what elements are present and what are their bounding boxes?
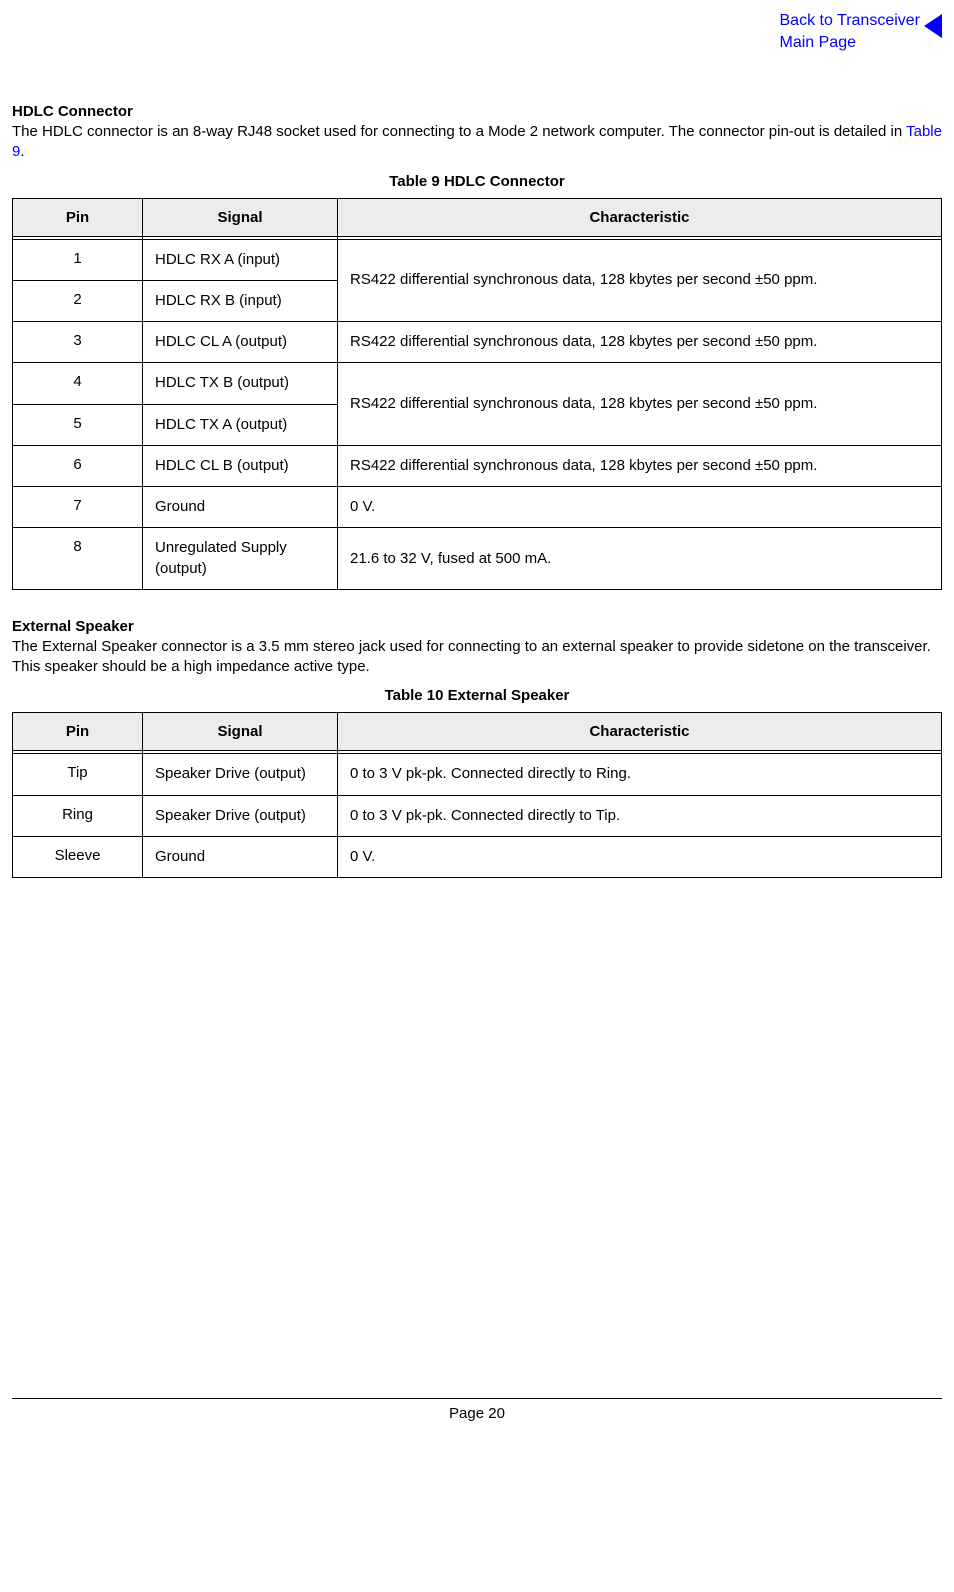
table-row: 6 HDLC CL B (output) RS422 differential … xyxy=(13,445,942,486)
cell-char: 21.6 to 32 V, fused at 500 mA. xyxy=(338,528,942,590)
cell-signal: HDLC TX B (output) xyxy=(143,363,338,404)
table-row: 3 HDLC CL A (output) RS422 differential … xyxy=(13,322,942,363)
cell-pin: 7 xyxy=(13,487,143,528)
cell-signal: HDLC CL B (output) xyxy=(143,445,338,486)
table-row: 8 Unregulated Supply (output) 21.6 to 32… xyxy=(13,528,942,590)
cell-pin: 4 xyxy=(13,363,143,404)
th-char: Characteristic xyxy=(338,713,942,751)
table-header-row: Pin Signal Characteristic xyxy=(13,713,942,751)
cell-pin: 3 xyxy=(13,322,143,363)
cell-signal: HDLC RX A (input) xyxy=(143,239,338,280)
table-row: Sleeve Ground 0 V. xyxy=(13,836,942,877)
back-arrow-icon xyxy=(924,14,942,38)
table9: Pin Signal Characteristic 1 HDLC RX A (i… xyxy=(12,198,942,590)
speaker-body: The External Speaker connector is a 3.5 … xyxy=(12,637,942,678)
cell-signal: Speaker Drive (output) xyxy=(143,754,338,795)
cell-pin: 1 xyxy=(13,239,143,280)
cell-signal: Unregulated Supply (output) xyxy=(143,528,338,590)
table-row: 4 HDLC TX B (output) RS422 differential … xyxy=(13,363,942,404)
table-header-row: Pin Signal Characteristic xyxy=(13,198,942,236)
cell-char: RS422 differential synchronous data, 128… xyxy=(338,363,942,446)
cell-signal: Speaker Drive (output) xyxy=(143,795,338,836)
cell-signal: Ground xyxy=(143,487,338,528)
table-row: Ring Speaker Drive (output) 0 to 3 V pk-… xyxy=(13,795,942,836)
cell-signal: HDLC CL A (output) xyxy=(143,322,338,363)
table-row: Tip Speaker Drive (output) 0 to 3 V pk-p… xyxy=(13,754,942,795)
cell-pin: 6 xyxy=(13,445,143,486)
cell-char: 0 V. xyxy=(338,487,942,528)
cell-char: 0 to 3 V pk-pk. Connected directly to Ri… xyxy=(338,754,942,795)
cell-pin: 5 xyxy=(13,404,143,445)
th-signal: Signal xyxy=(143,713,338,751)
cell-char: RS422 differential synchronous data, 128… xyxy=(338,445,942,486)
th-pin: Pin xyxy=(13,713,143,751)
table-row: 7 Ground 0 V. xyxy=(13,487,942,528)
cell-pin: 2 xyxy=(13,280,143,321)
cell-char: RS422 differential synchronous data, 128… xyxy=(338,322,942,363)
cell-char: RS422 differential synchronous data, 128… xyxy=(338,239,942,322)
cell-pin: Sleeve xyxy=(13,836,143,877)
cell-signal: Ground xyxy=(143,836,338,877)
back-link[interactable]: Back to Transceiver Main Page xyxy=(12,10,942,53)
table9-title: Table 9 HDLC Connector xyxy=(12,173,942,190)
back-link-line1: Back to Transceiver xyxy=(780,12,921,29)
cell-signal: HDLC TX A (output) xyxy=(143,404,338,445)
hdlc-body: The HDLC connector is an 8-way RJ48 sock… xyxy=(12,122,942,163)
cell-pin: 8 xyxy=(13,528,143,590)
th-char: Characteristic xyxy=(338,198,942,236)
th-pin: Pin xyxy=(13,198,143,236)
page-footer: Page 20 xyxy=(12,1398,942,1422)
table-row: 1 HDLC RX A (input) RS422 differential s… xyxy=(13,239,942,280)
back-link-line2: Main Page xyxy=(780,34,857,51)
cell-char: 0 V. xyxy=(338,836,942,877)
hdlc-body-post: . xyxy=(20,143,24,160)
hdlc-body-pre: The HDLC connector is an 8-way RJ48 sock… xyxy=(12,123,906,140)
table10: Pin Signal Characteristic Tip Speaker Dr… xyxy=(12,712,942,878)
speaker-heading: External Speaker xyxy=(12,618,942,635)
cell-char: 0 to 3 V pk-pk. Connected directly to Ti… xyxy=(338,795,942,836)
page-number: Page 20 xyxy=(449,1405,505,1422)
hdlc-heading: HDLC Connector xyxy=(12,103,942,120)
table10-title: Table 10 External Speaker xyxy=(12,687,942,704)
cell-pin: Tip xyxy=(13,754,143,795)
cell-pin: Ring xyxy=(13,795,143,836)
cell-signal: HDLC RX B (input) xyxy=(143,280,338,321)
th-signal: Signal xyxy=(143,198,338,236)
